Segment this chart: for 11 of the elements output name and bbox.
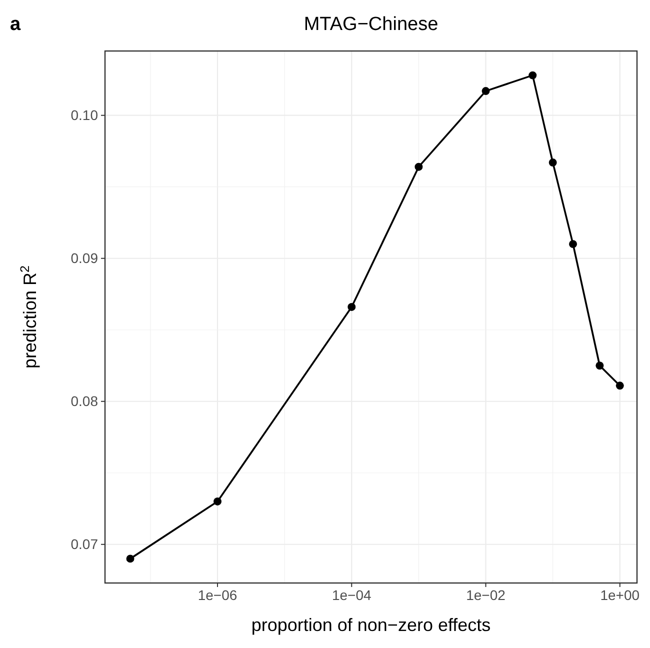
y-tick-label: 0.07 — [70, 536, 98, 552]
x-tick-label: 1e−02 — [466, 586, 506, 603]
y-tick-label: 0.08 — [70, 392, 98, 409]
chart-title: MTAG−Chinese — [304, 14, 438, 35]
y-tick-label: 0.10 — [70, 106, 98, 123]
x-axis-title: proportion of non−zero effects — [251, 615, 491, 635]
x-tick-label: 1e−04 — [332, 586, 372, 603]
text: a — [10, 14, 21, 35]
y-tick-label: 0.09 — [70, 250, 98, 266]
x-tick-label: 1e+00 — [600, 586, 640, 603]
x-tick-label: 1e−06 — [198, 586, 238, 603]
